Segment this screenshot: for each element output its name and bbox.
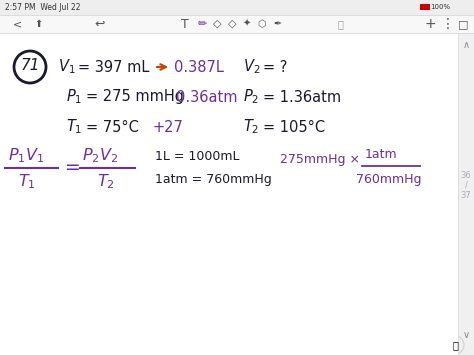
- Bar: [458, 33, 474, 355]
- Text: +: +: [424, 17, 436, 31]
- Text: 0.36atm: 0.36atm: [176, 89, 237, 104]
- Text: $T_1$: $T_1$: [18, 173, 36, 191]
- Text: $V_1$: $V_1$: [58, 58, 75, 76]
- Text: ✏: ✏: [197, 19, 207, 29]
- Text: = 1.36atm: = 1.36atm: [263, 89, 341, 104]
- Text: 760mmHg: 760mmHg: [356, 174, 421, 186]
- Text: 71: 71: [20, 59, 40, 73]
- Text: +27: +27: [153, 120, 184, 135]
- Text: ◇: ◇: [213, 19, 221, 29]
- Text: $T_2$: $T_2$: [243, 118, 259, 136]
- Text: ↩: ↩: [95, 17, 105, 31]
- Text: 0.387L: 0.387L: [174, 60, 224, 75]
- Text: 🔍: 🔍: [452, 340, 458, 350]
- Text: ∨: ∨: [463, 330, 470, 340]
- Text: = 275 mmHg: = 275 mmHg: [86, 89, 184, 104]
- Text: = 397 mL: = 397 mL: [78, 60, 149, 75]
- Text: $T_2$: $T_2$: [97, 173, 115, 191]
- Text: $P_1V_1$: $P_1V_1$: [8, 147, 44, 165]
- Text: ⋮: ⋮: [441, 17, 455, 31]
- Text: $P_2$: $P_2$: [243, 88, 259, 106]
- Text: $P_2V_2$: $P_2V_2$: [82, 147, 118, 165]
- Text: <: <: [13, 19, 23, 29]
- Text: 100%: 100%: [430, 4, 450, 10]
- Text: /: /: [465, 180, 467, 190]
- Bar: [0, 0, 474, 15]
- Text: 🎤: 🎤: [337, 19, 343, 29]
- Text: ✦: ✦: [243, 19, 251, 29]
- Text: T: T: [181, 17, 189, 31]
- Text: 2:57 PM  Wed Jul 22: 2:57 PM Wed Jul 22: [5, 2, 81, 11]
- Text: 1L = 1000mL: 1L = 1000mL: [155, 149, 239, 163]
- Text: ⬆: ⬆: [34, 19, 42, 29]
- Text: $V_2$: $V_2$: [243, 58, 260, 76]
- Text: $P_1$: $P_1$: [66, 88, 82, 106]
- Text: ∧: ∧: [463, 40, 470, 50]
- Text: ⬡: ⬡: [258, 19, 266, 29]
- Text: =: =: [65, 158, 81, 178]
- Text: ◇: ◇: [228, 19, 236, 29]
- Text: = ?: = ?: [263, 60, 287, 75]
- Bar: [420, 4, 430, 10]
- Circle shape: [446, 336, 464, 354]
- Text: 1atm = 760mmHg: 1atm = 760mmHg: [155, 174, 272, 186]
- Text: = 105°C: = 105°C: [263, 120, 325, 135]
- Text: □: □: [458, 19, 468, 29]
- Text: $T_1$: $T_1$: [66, 118, 82, 136]
- Text: 37: 37: [461, 191, 471, 200]
- Text: ✒: ✒: [273, 19, 281, 29]
- Text: 275mmHg ×: 275mmHg ×: [280, 153, 360, 166]
- Text: 36: 36: [461, 170, 471, 180]
- Bar: [0, 15, 474, 33]
- Text: = 75°C: = 75°C: [86, 120, 139, 135]
- Text: 1atm: 1atm: [365, 147, 398, 160]
